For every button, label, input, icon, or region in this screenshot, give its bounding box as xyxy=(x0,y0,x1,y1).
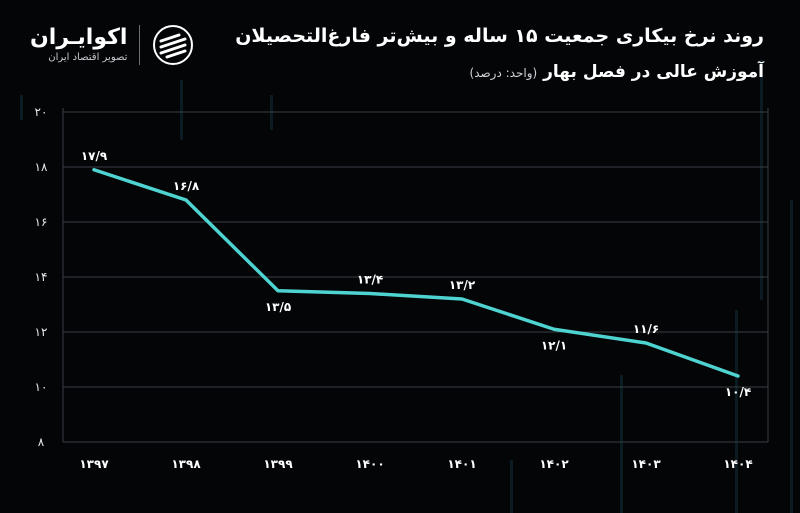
y-tick-label: ۱۲ xyxy=(35,325,48,339)
data-point xyxy=(276,289,280,293)
decorative-bar xyxy=(790,200,793,513)
brand-name: اکوایـران xyxy=(30,25,128,50)
y-tick-label: ۱۸ xyxy=(35,160,48,174)
x-tick-label: ۱۳۹۷ xyxy=(79,457,109,471)
unit-note: (واحد: درصد) xyxy=(469,66,538,80)
decorative-bar xyxy=(180,80,183,140)
y-tick-label: ۲۰ xyxy=(35,105,48,119)
ecoiran-logo-icon xyxy=(153,25,194,65)
x-tick-label: ۱۴۰۰ xyxy=(355,457,384,471)
data-point xyxy=(92,168,96,172)
data-label: ۱۰/۴ xyxy=(725,385,751,399)
brand-logo: اکوایـران تصویر اقتصاد ایران xyxy=(30,22,230,68)
data-point xyxy=(644,341,648,345)
data-label: ۱۱/۶ xyxy=(633,322,659,336)
x-tick-label: ۱۴۰۴ xyxy=(723,457,752,471)
x-tick-label: ۱۴۰۳ xyxy=(631,457,661,471)
decorative-bar xyxy=(20,95,23,120)
decorative-bar xyxy=(510,460,513,513)
series-line xyxy=(92,168,740,378)
y-tick-label: ۱۰ xyxy=(35,380,48,394)
decorative-bar xyxy=(760,60,763,300)
x-tick-label: ۱۴۰۲ xyxy=(539,457,569,471)
decorative-bar xyxy=(735,310,738,513)
decorative-bar xyxy=(620,375,623,513)
x-tick-label: ۱۳۹۹ xyxy=(263,457,293,471)
chart-subtitle: آموزش عالی در فصل بهار (واحد: درصد) xyxy=(470,62,764,82)
data-label: ۱۳/۲ xyxy=(449,278,476,292)
chart-title: روند نرخ بیکاری جمعیت ۱۵ ساله و بیش‌تر ف… xyxy=(235,25,764,47)
x-tick-label: ۱۴۰۱ xyxy=(447,457,476,471)
data-point xyxy=(552,327,556,331)
data-label: ۱۷/۹ xyxy=(81,149,108,163)
data-point xyxy=(184,198,188,202)
data-point xyxy=(460,297,464,301)
brand-tagline: تصویر اقتصاد ایران xyxy=(48,52,128,63)
data-label: ۱۳/۵ xyxy=(265,300,291,314)
y-tick-label: ۸ xyxy=(38,435,45,449)
logo-divider xyxy=(139,25,141,65)
y-tick-label: ۱۴ xyxy=(35,270,48,284)
data-point xyxy=(736,374,740,378)
y-tick-label: ۱۶ xyxy=(35,215,48,229)
data-label: ۱۲/۱ xyxy=(541,338,567,352)
x-tick-label: ۱۳۹۸ xyxy=(171,457,201,471)
brand-text: اکوایـران تصویر اقتصاد ایران xyxy=(30,25,127,65)
data-point xyxy=(368,292,372,295)
data-label: ۱۳/۴ xyxy=(357,273,383,287)
subtitle-text: آموزش عالی در فصل بهار xyxy=(543,62,764,82)
data-label: ۱۶/۸ xyxy=(173,179,200,193)
